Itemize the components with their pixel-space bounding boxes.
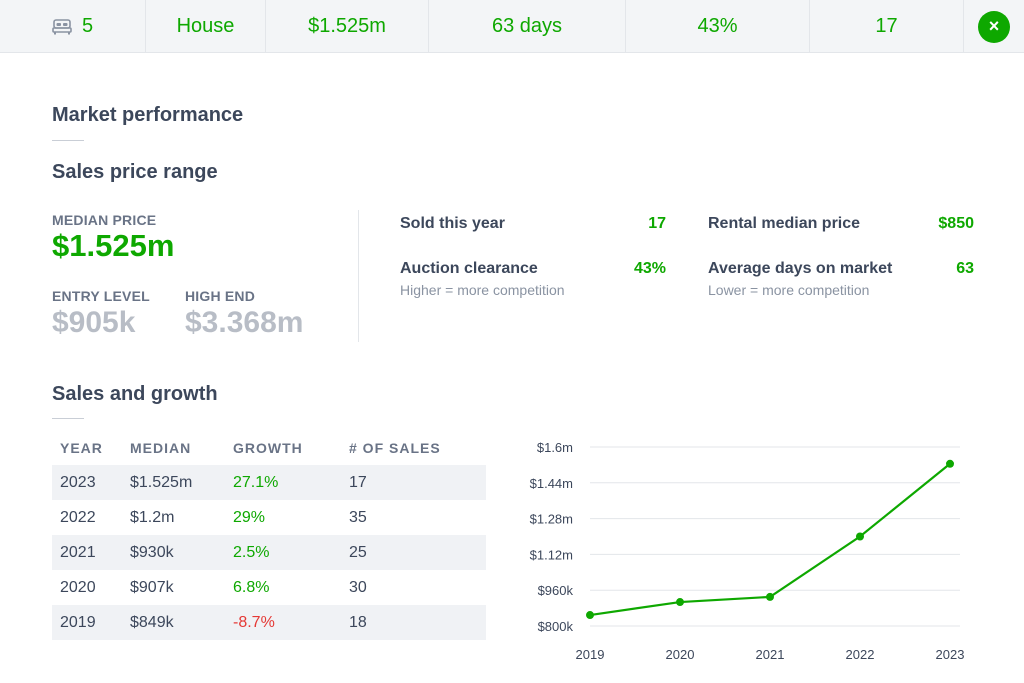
chart-data-point: [856, 532, 864, 541]
table-row: 2021 $930k 2.5% 25: [52, 535, 486, 570]
market-performance-heading: Market performance: [52, 104, 244, 126]
row-sales: 30: [349, 578, 367, 596]
sold-this-year-label: Sold this year: [400, 215, 505, 232]
row-year: 2020: [60, 578, 96, 596]
table-row: 2022 $1.2m 29% 35: [52, 500, 486, 535]
chart-y-tick-label: $960k: [538, 583, 574, 598]
row-sales: 18: [349, 613, 367, 631]
chart-y-tick-label: $800k: [538, 619, 574, 634]
high-end-value: $3.368m: [185, 306, 304, 339]
header-median: MEDIAN: [130, 439, 192, 456]
row-growth: -8.7%: [233, 613, 275, 631]
row-year: 2019: [60, 613, 96, 631]
table-header: YEAR MEDIAN GROWTH # OF SALES: [52, 430, 486, 465]
chart-x-tick-label: 2023: [936, 647, 965, 662]
row-median: $849k: [130, 613, 174, 631]
sales-and-growth-heading: Sales and growth: [52, 383, 218, 405]
bed-icon: [52, 18, 72, 34]
chart-y-tick-label: $1.6m: [537, 440, 573, 455]
summary-bedrooms: 5: [0, 0, 146, 53]
auction-clearance-note: Higher = more competition: [400, 282, 565, 298]
chart-y-tick-label: $1.44m: [530, 476, 573, 491]
row-sales: 17: [349, 473, 367, 491]
summary-sold: 17: [810, 0, 964, 53]
row-growth: 2.5%: [233, 543, 270, 561]
bedrooms-value: 5: [82, 15, 94, 37]
average-days-label: Average days on market: [708, 260, 893, 277]
summary-close: ×: [964, 0, 1024, 53]
median-price-value: $1.525m: [52, 228, 175, 263]
entry-level-label: ENTRY LEVEL: [52, 288, 150, 304]
heading-divider: [52, 418, 84, 419]
table-row: 2023 $1.525m 27.1% 17: [52, 465, 486, 500]
summary-property-type: House: [146, 0, 266, 53]
row-year: 2021: [60, 543, 96, 561]
table-row: 2020 $907k 6.8% 30: [52, 570, 486, 605]
sales-price-range-heading: Sales price range: [52, 161, 218, 183]
chart-series-line: [589, 462, 951, 617]
row-sales: 25: [349, 543, 367, 561]
heading-divider: [52, 140, 84, 141]
row-median: $930k: [130, 543, 174, 561]
row-growth: 29%: [233, 508, 266, 526]
row-year: 2023: [60, 473, 96, 491]
chart-y-tick-label: $1.12m: [530, 547, 573, 562]
header-year: YEAR: [60, 439, 103, 456]
row-median: $1.525m: [130, 473, 193, 491]
row-growth: 6.8%: [233, 578, 270, 596]
auction-clearance-label: Auction clearance: [400, 260, 538, 277]
row-sales: 35: [349, 508, 367, 526]
average-days-value: 63: [956, 260, 974, 277]
vertical-divider: [358, 210, 359, 342]
chart-x-tick-label: 2021: [756, 647, 785, 662]
sold-this-year-value: 17: [648, 215, 666, 232]
median-price-chart: $800k $960k $1.12m $1.28m $1.44m $1.6m 2019 202…: [530, 440, 965, 662]
row-growth: 27.1%: [233, 473, 279, 491]
rental-median-label: Rental median price: [708, 215, 861, 232]
chart-x-tick-label: 2019: [576, 647, 605, 662]
average-days-note: Lower = more competition: [708, 282, 870, 298]
chart-x-tick-label: 2020: [666, 647, 695, 662]
chart-data-point: [946, 459, 954, 468]
chart-x-tick-label: 2022: [846, 647, 875, 662]
median-price-label: MEDIAN PRICE: [52, 212, 157, 228]
close-button[interactable]: ×: [978, 10, 1010, 43]
row-year: 2022: [60, 508, 96, 526]
header-growth: GROWTH: [233, 439, 303, 456]
chart-data-point: [586, 611, 594, 620]
summary-days-on-market: 63 days: [429, 0, 626, 53]
rental-median-value: $850: [938, 215, 974, 232]
close-icon: ×: [988, 16, 1000, 36]
summary-clearance: 43%: [626, 0, 810, 53]
summary-bar: 5 House $1.525m 63 days 43% 17 ×: [0, 0, 1024, 53]
row-median: $1.2m: [130, 508, 175, 526]
chart-data-point: [676, 598, 684, 607]
summary-median-price: $1.525m: [266, 0, 429, 53]
high-end-label: HIGH END: [185, 288, 256, 304]
entry-level-value: $905k: [52, 306, 136, 339]
chart-data-point: [766, 592, 774, 601]
auction-clearance-value: 43%: [633, 260, 666, 277]
sales-growth-table: YEAR MEDIAN GROWTH # OF SALES 2023 $1.52…: [52, 430, 486, 640]
header-sales: # OF SALES: [349, 439, 441, 456]
table-row: 2019 $849k -8.7% 18: [52, 605, 486, 640]
chart-y-tick-label: $1.28m: [530, 512, 573, 527]
row-median: $907k: [130, 578, 174, 596]
